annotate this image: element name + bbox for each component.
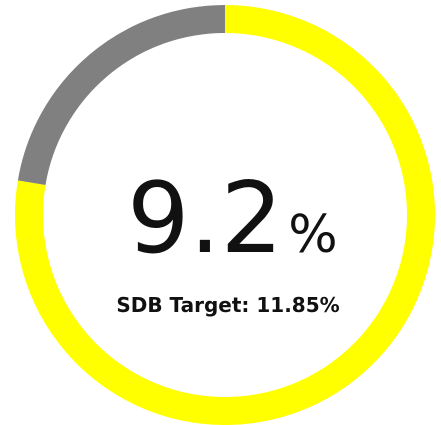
gauge-progress-arc — [15, 5, 435, 425]
gauge-value: 9.2 — [127, 162, 283, 276]
gauge-unit: % — [288, 205, 337, 265]
gauge-ring — [15, 5, 435, 425]
target-label: SDB Target: 11.85% — [116, 293, 339, 317]
gauge-remaining-arc — [17, 5, 226, 186]
